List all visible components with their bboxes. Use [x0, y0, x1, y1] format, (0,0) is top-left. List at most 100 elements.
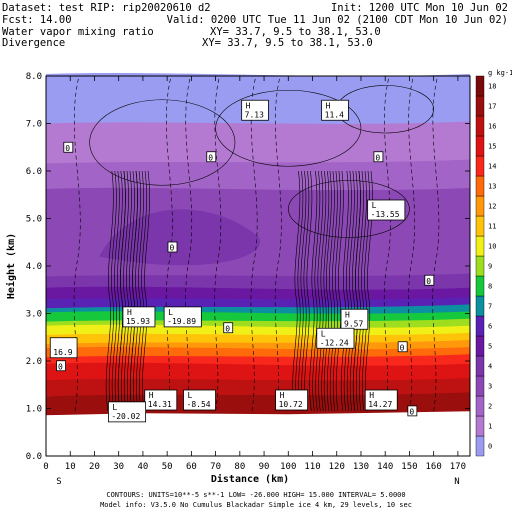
- colorbar-label: 9: [488, 263, 492, 271]
- zero-contour-box: [223, 322, 234, 334]
- contour-line: [295, 170, 304, 411]
- contour-line-negative: [274, 76, 282, 411]
- x-tick-label: 170: [450, 462, 466, 472]
- contour-line: [309, 170, 318, 411]
- extremum-label: H14.31: [144, 389, 178, 411]
- contour-line: [323, 170, 332, 411]
- y-tick-label: 8.0: [26, 72, 42, 82]
- contour-line-negative: [73, 76, 81, 411]
- contour-line: [298, 170, 307, 411]
- y-tick-label: 0.0: [26, 452, 42, 462]
- zero-contour-box: [206, 151, 217, 163]
- contour-line: [126, 170, 135, 411]
- colorbar-swatch: [475, 75, 485, 97]
- colorbar-swatch: [475, 255, 485, 277]
- extremum-value: -12.24: [320, 338, 349, 347]
- colorbar-label: 16: [488, 123, 496, 131]
- extremum-box: [316, 327, 355, 349]
- zero-contour-box: [167, 241, 178, 253]
- extremum-value: -8.54: [187, 400, 211, 409]
- x-tick-label: 30: [113, 462, 124, 472]
- colorbar-label: 14: [488, 163, 496, 171]
- colorbar-label: 15: [488, 143, 496, 151]
- contour-line: [123, 170, 132, 411]
- contour-line: [304, 170, 313, 411]
- valid-label: Valid: 0200 UTC Tue 11 Jun 02 (2100 CDT …: [167, 14, 508, 26]
- colorbar-swatch: [475, 195, 485, 217]
- contour-line: [117, 170, 126, 411]
- extremum-kind: H: [369, 391, 374, 400]
- extremum-box: [144, 389, 178, 411]
- y-tick-label: 7.0: [26, 120, 42, 130]
- south-label: S: [56, 477, 61, 487]
- moisture-band: [46, 378, 470, 397]
- colorbar-swatch: [475, 315, 485, 337]
- extremum-label: 16.9: [49, 337, 78, 359]
- extremum-box: [241, 99, 269, 121]
- y-tick-label: 6.0: [26, 167, 42, 177]
- contour-line-negative: [185, 76, 193, 411]
- colorbar-swatch: [475, 135, 485, 157]
- contour-line-negative: [383, 76, 391, 411]
- contour-line: [355, 170, 364, 411]
- extremum-value: -19.89: [167, 317, 196, 326]
- contour-line-negative: [165, 76, 173, 411]
- zero-contour-label: 0: [426, 277, 431, 286]
- axes: 0 10 20 30 40 50 60 70 80 90 100 110 120 130 140 150 160…: [26, 72, 471, 472]
- colorbar-swatch: [475, 435, 485, 457]
- colorbar-swatch: [475, 275, 485, 297]
- x-tick-label: 90: [259, 462, 270, 472]
- x-tick-label: 130: [353, 462, 369, 472]
- north-label: N: [454, 477, 459, 487]
- zero-contour-box: [56, 360, 66, 372]
- dataset-label: Dataset: test RIP: rip20020610 d2: [2, 2, 211, 14]
- extremum-kind: H: [345, 310, 350, 319]
- contour-line: [111, 170, 120, 411]
- zero-contour-label: 0: [225, 324, 230, 333]
- contour-line: [108, 170, 117, 411]
- zero-contour-label: 0: [169, 244, 174, 253]
- zero-contour-label: 0: [65, 144, 70, 153]
- colorbar-label: 3: [488, 383, 492, 391]
- contour-line-negative: [408, 76, 415, 411]
- x-tick-label: 160: [426, 462, 442, 472]
- contour-line: [292, 170, 301, 411]
- contour-line: [139, 170, 147, 411]
- contour-line: [326, 170, 335, 411]
- extremum-box: [340, 308, 369, 330]
- extremum-label: L-19.89: [163, 306, 202, 328]
- colorbar-label: 18: [488, 83, 496, 91]
- zero-contour-label: 0: [208, 153, 213, 162]
- zero-contour-box: [407, 405, 418, 417]
- moisture-band: [46, 286, 470, 302]
- zero-contour-label: 0: [58, 362, 63, 371]
- extremum-box: [163, 306, 202, 328]
- contour-line: [318, 170, 327, 411]
- contour-line: [114, 170, 123, 411]
- y-axis-label: Height (km): [5, 233, 17, 299]
- extremum-kind: H: [127, 308, 132, 317]
- colorbar-label: 0: [488, 443, 492, 451]
- colorbar-swatch: [475, 175, 485, 197]
- fcst-label: Fcst: 14.00: [2, 14, 72, 26]
- colorbar-swatch: [475, 235, 485, 257]
- contour-line: [335, 170, 344, 411]
- x-tick-label: 40: [137, 462, 148, 472]
- contour-line: [321, 170, 330, 411]
- x-axis-label: Distance (km): [211, 473, 289, 485]
- contour-line: [120, 170, 129, 411]
- extremum-value: 14.27: [368, 400, 392, 409]
- field2-xy-label: XY= 33.7, 9.5 to 38.1, 53.0: [202, 37, 373, 49]
- x-tick-label: 20: [89, 462, 100, 472]
- contour-line: [349, 170, 358, 411]
- contour-line: [340, 170, 349, 411]
- contour-line-negative: [432, 76, 440, 411]
- field2-label: Divergence: [2, 37, 65, 49]
- contour-line: [136, 170, 144, 411]
- moisture-band: [46, 73, 470, 126]
- field1-xy-label: XY= 33.7, 9.5 to 38.1, 53.0: [210, 26, 381, 38]
- zero-contour-label: 0: [400, 343, 405, 352]
- y-tick-label: 5.0: [26, 215, 42, 225]
- zero-contour-box: [397, 341, 408, 353]
